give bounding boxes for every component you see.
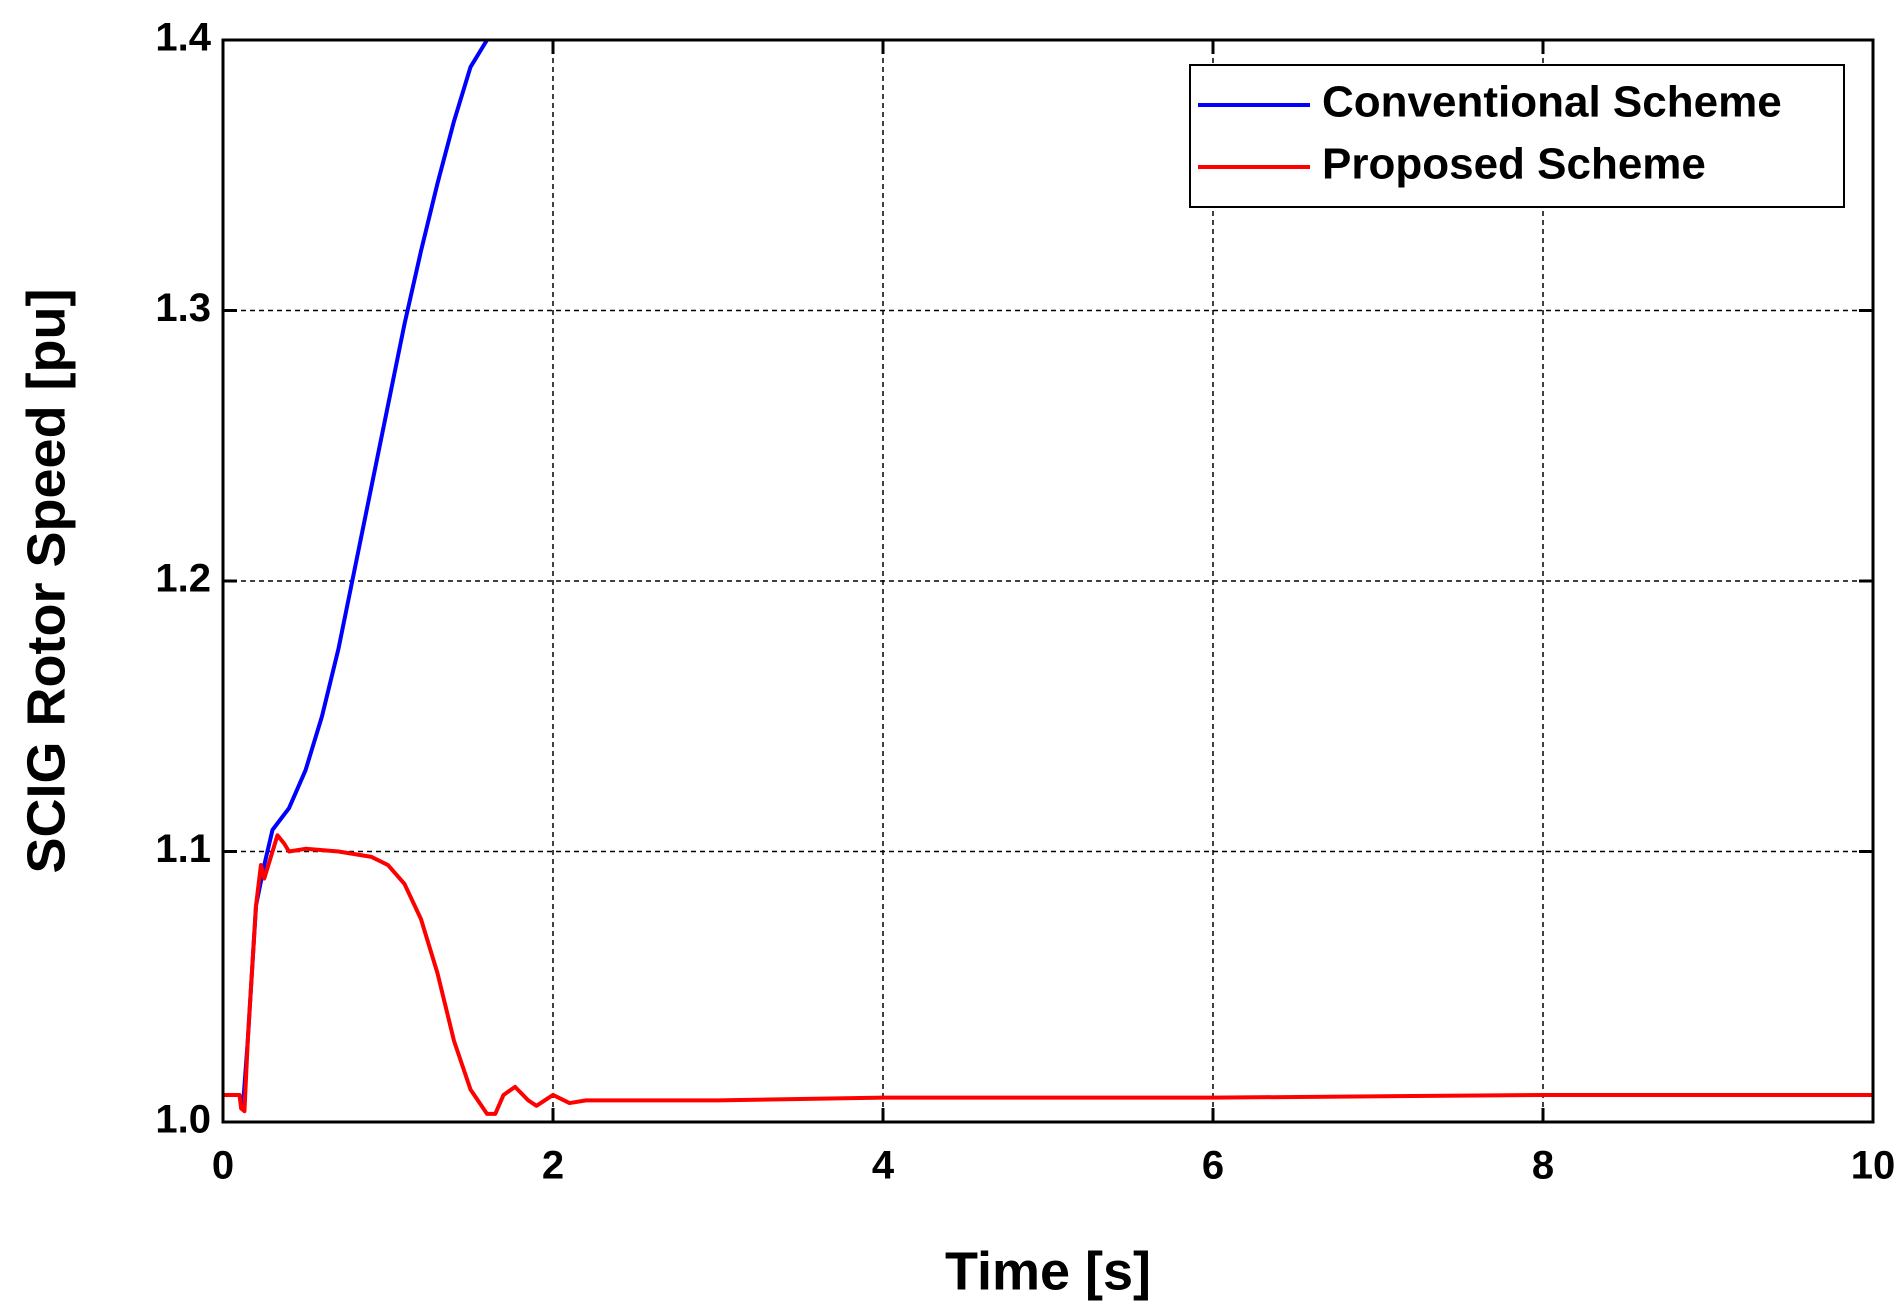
legend-label: Conventional Scheme (1322, 78, 1782, 127)
x-tick-label: 8 (1532, 1144, 1554, 1188)
y-tick-label: 1.1 (155, 827, 211, 871)
y-tick-label: 1.3 (155, 286, 211, 330)
x-tick-label: 0 (212, 1144, 234, 1188)
legend: Conventional Scheme Proposed Scheme (1189, 64, 1845, 208)
x-tick-label: 6 (1202, 1144, 1224, 1188)
grid (223, 40, 1873, 1122)
x-tick-label: 2 (542, 1144, 564, 1188)
y-tick-label: 1.0 (155, 1098, 211, 1142)
x-axis-title: Time [s] (945, 1241, 1151, 1301)
legend-box (1189, 64, 1845, 208)
legend-label: Proposed Scheme (1322, 140, 1706, 189)
series-line (223, 40, 489, 1111)
x-tick-label: 4 (872, 1144, 895, 1188)
axes: 0 2 4 6 8 10 1.0 1.1 1.2 1.3 1.4 (155, 16, 1895, 1188)
plot-area (223, 40, 1873, 1116)
y-axis-title: SCIG Rotor Speed [pu] (16, 289, 76, 874)
series-line (223, 833, 1873, 1116)
y-tick-label: 1.2 (155, 557, 211, 601)
y-tick-label: 1.4 (155, 16, 211, 60)
x-tick-label: 10 (1851, 1144, 1896, 1188)
